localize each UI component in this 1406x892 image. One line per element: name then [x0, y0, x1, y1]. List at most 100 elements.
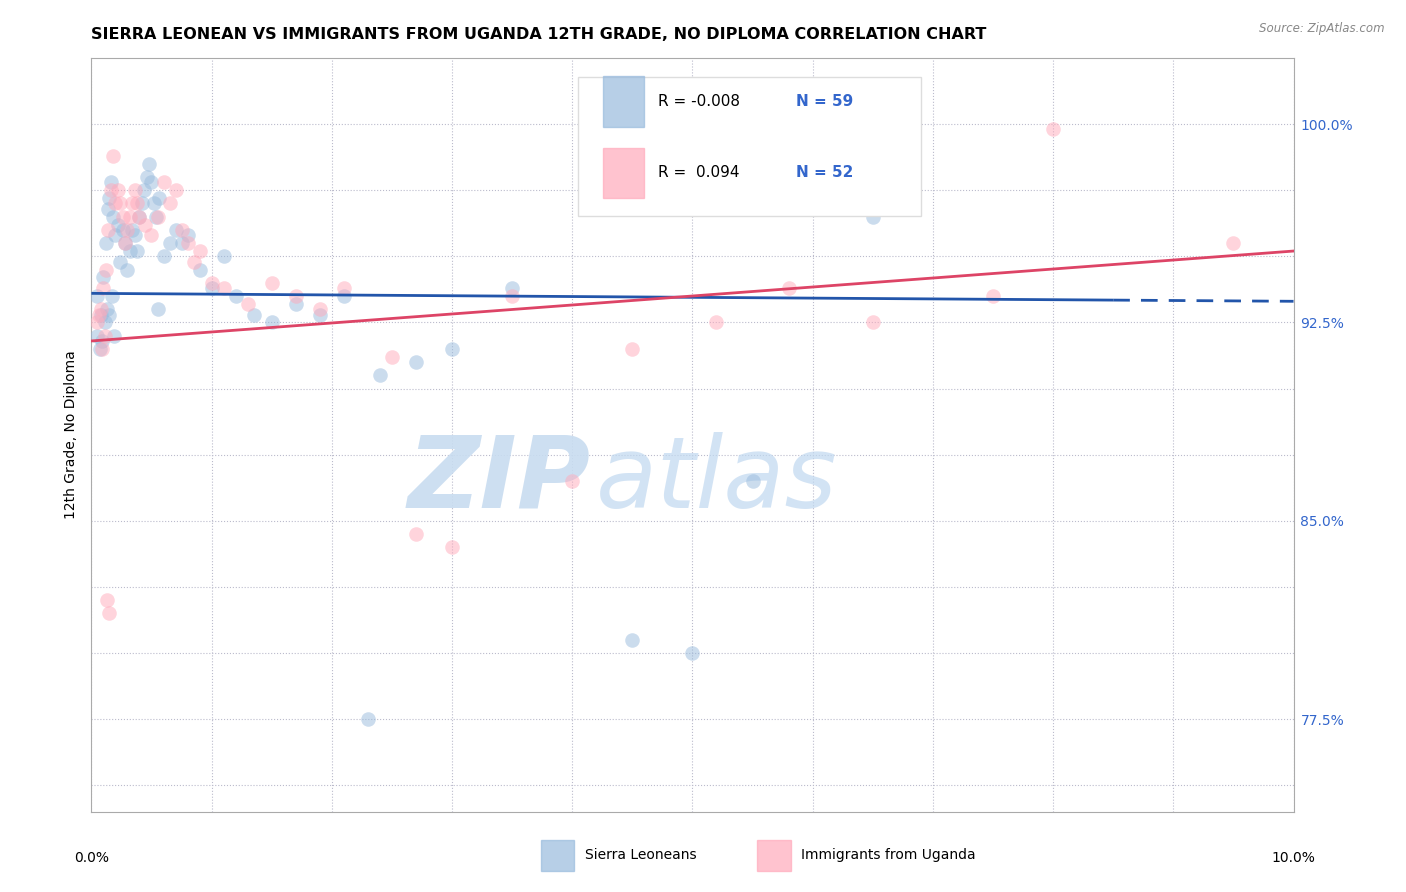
Point [93, 281, 115, 295]
Point [284, 289, 307, 303]
Point [104, 196, 127, 211]
Point [1222, 236, 1244, 251]
Point [308, 302, 330, 317]
Point [110, 196, 132, 211]
Point [405, 527, 427, 541]
Text: Sierra Leoneans: Sierra Leoneans [585, 848, 696, 863]
Point [86, 328, 108, 343]
Point [170, 236, 193, 251]
Point [981, 289, 1004, 303]
Point [212, 281, 235, 295]
Point [152, 175, 174, 189]
Point [135, 169, 157, 184]
FancyBboxPatch shape [541, 840, 574, 871]
Point [165, 223, 187, 237]
Point [128, 210, 150, 224]
Point [101, 149, 124, 163]
Point [86, 289, 108, 303]
Point [121, 223, 143, 237]
Point [148, 191, 170, 205]
Point [862, 210, 884, 224]
Point [117, 223, 139, 237]
Point [125, 196, 148, 211]
Text: ZIP: ZIP [408, 432, 591, 529]
Point [357, 712, 380, 726]
Point [94, 236, 117, 251]
Point [91, 342, 114, 356]
Point [561, 474, 583, 488]
Point [101, 210, 124, 224]
Point [118, 210, 141, 224]
Point [146, 302, 169, 317]
Point [308, 308, 330, 322]
Text: Immigrants from Uganda: Immigrants from Uganda [801, 848, 976, 863]
Text: R =  0.094: R = 0.094 [658, 165, 740, 180]
Point [862, 315, 884, 329]
Point [284, 297, 307, 311]
Point [91, 334, 114, 348]
Point [441, 541, 464, 555]
Point [134, 183, 156, 197]
Point [96, 593, 118, 607]
Point [405, 355, 427, 369]
Point [236, 297, 259, 311]
Point [201, 276, 224, 290]
Point [621, 632, 644, 647]
Point [90, 308, 112, 322]
Point [141, 175, 163, 189]
Point [90, 302, 112, 317]
FancyBboxPatch shape [603, 76, 644, 127]
Point [381, 350, 404, 364]
Point [621, 342, 644, 356]
Point [118, 244, 141, 258]
Point [778, 281, 800, 295]
Point [165, 183, 187, 197]
Text: Source: ZipAtlas.com: Source: ZipAtlas.com [1260, 22, 1385, 36]
Point [93, 315, 115, 329]
Point [93, 328, 115, 343]
Point [98, 191, 121, 205]
Point [101, 289, 124, 303]
Point [441, 342, 464, 356]
FancyBboxPatch shape [603, 148, 644, 198]
Point [94, 262, 117, 277]
Point [368, 368, 391, 383]
Point [138, 157, 160, 171]
Text: 10.0%: 10.0% [1271, 851, 1316, 865]
FancyBboxPatch shape [758, 840, 790, 871]
Point [741, 474, 763, 488]
Point [87, 308, 110, 322]
Point [98, 607, 121, 621]
Point [114, 236, 136, 251]
Point [98, 308, 121, 322]
Point [100, 175, 122, 189]
Point [159, 236, 181, 251]
Point [333, 289, 356, 303]
Point [134, 218, 156, 232]
Point [128, 210, 150, 224]
Point [188, 262, 211, 277]
Point [125, 244, 148, 258]
Point [97, 202, 120, 216]
Point [107, 183, 129, 197]
Point [89, 342, 111, 356]
Point [141, 228, 163, 243]
Point [107, 218, 129, 232]
Text: atlas: atlas [596, 432, 838, 529]
Point [260, 315, 283, 329]
Point [201, 281, 224, 295]
Point [111, 223, 134, 237]
Point [97, 223, 120, 237]
Point [142, 196, 165, 211]
Point [1042, 122, 1064, 136]
Point [104, 228, 127, 243]
Point [96, 302, 118, 317]
Point [93, 270, 115, 285]
Point [176, 228, 198, 243]
FancyBboxPatch shape [578, 77, 921, 216]
Point [188, 244, 211, 258]
Point [159, 196, 181, 211]
Point [152, 249, 174, 263]
Point [501, 289, 523, 303]
Y-axis label: 12th Grade, No Diploma: 12th Grade, No Diploma [65, 351, 79, 519]
